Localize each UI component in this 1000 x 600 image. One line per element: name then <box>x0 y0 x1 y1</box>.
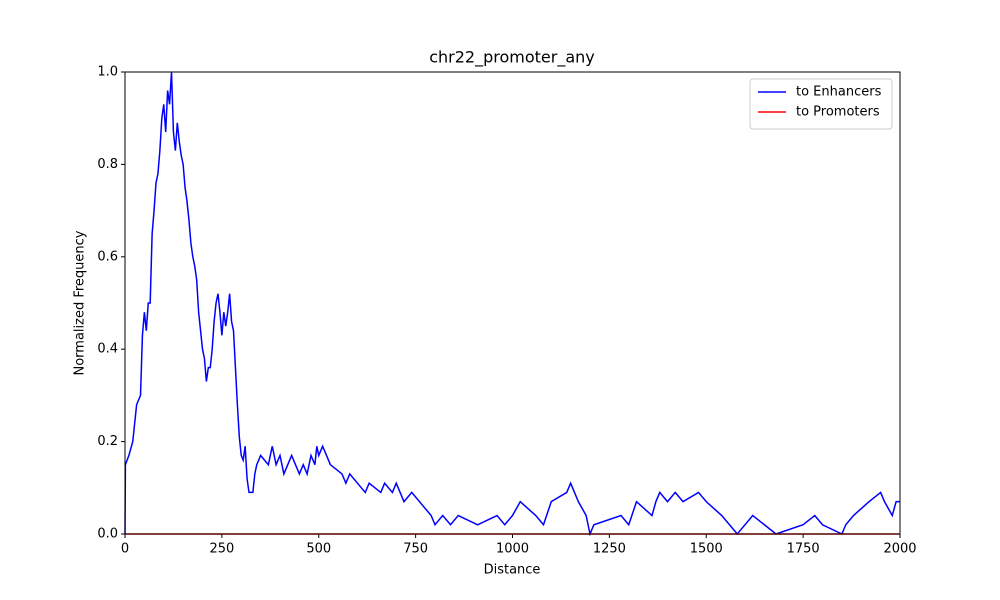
y-tick-label: 0.8 <box>97 157 118 172</box>
x-tick-label: 0 <box>121 542 129 557</box>
x-tick-label: 500 <box>306 542 331 557</box>
y-tick-label: 0.0 <box>97 527 118 542</box>
y-tick-label: 0.6 <box>97 249 118 264</box>
legend-label: to Promoters <box>796 105 880 120</box>
y-tick-label: 0.4 <box>97 342 118 357</box>
x-tick-label: 1750 <box>787 542 820 557</box>
x-tick-label: 1500 <box>690 542 723 557</box>
y-tick-label: 1.0 <box>97 65 118 80</box>
y-tick-label: 0.2 <box>97 434 118 449</box>
data-line <box>124 71 900 537</box>
x-tick-label: 2000 <box>883 542 916 557</box>
x-tick-label: 250 <box>209 542 234 557</box>
plot-frame <box>124 71 901 535</box>
x-axis-label: Distance <box>484 563 541 578</box>
legend-label: to Enhancers <box>796 85 882 100</box>
x-tick-label: 1250 <box>593 542 626 557</box>
y-axis-label: Normalized Frequency <box>73 230 88 375</box>
x-tick-label: 1000 <box>496 542 529 557</box>
chart-title: chr22_promoter_any <box>429 48 595 68</box>
x-tick-label: 750 <box>403 542 428 557</box>
